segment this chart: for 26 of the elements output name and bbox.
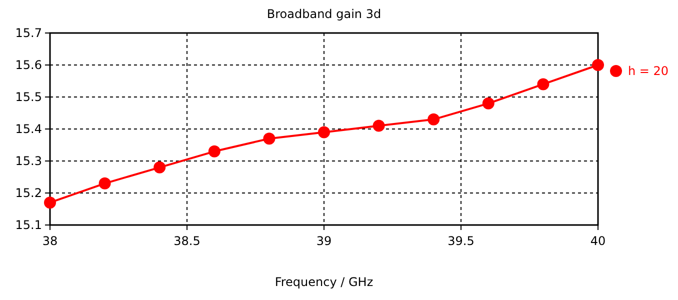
point [592, 59, 604, 71]
point [98, 177, 111, 190]
y-tick-label: 15.6 [15, 58, 42, 72]
point [44, 196, 56, 209]
y-tick-label: 15.2 [15, 186, 42, 200]
point [208, 145, 220, 158]
point [154, 161, 166, 174]
x-tick-label: 38.5 [174, 234, 200, 248]
chart-title: Broadband gain 3d [266, 7, 382, 21]
point [263, 132, 276, 145]
y-tick-label: 15.1 [15, 218, 42, 232]
y-tick-label: 15.7 [15, 26, 42, 40]
point [372, 120, 385, 132]
y-tick-label: 15.3 [15, 154, 42, 168]
point [537, 78, 550, 90]
x-tick-label: 38 [42, 234, 58, 248]
x-tick-label: 39.5 [448, 234, 474, 248]
x-tick-label: 40 [590, 234, 606, 248]
x-tick-label: 39 [316, 234, 332, 248]
y-tick-label: 15.4 [15, 122, 42, 136]
y-tick-label: 15.5 [15, 90, 42, 104]
point [482, 97, 494, 110]
legend-label: h = 20 [628, 64, 669, 78]
point [318, 126, 330, 138]
point [428, 113, 440, 126]
x-axis-title: Frequency / GHz [274, 275, 374, 289]
